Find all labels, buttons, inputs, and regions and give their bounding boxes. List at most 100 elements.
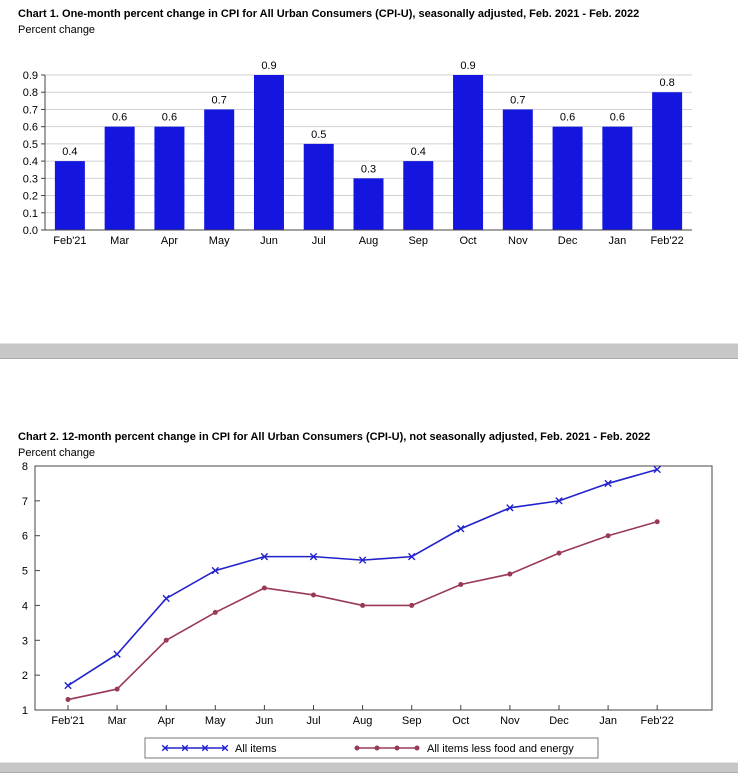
- x-tick-label: Jun: [256, 715, 274, 727]
- x-tick-label: Apr: [161, 235, 178, 247]
- y-tick-label: 0.2: [23, 191, 38, 203]
- chart1-bar-chart: 0.0 0.1 0.2 0.3 0.4 0.5 0.6 0.7 0.8 0.9 0.4 Feb'21 0…: [23, 60, 692, 247]
- x-tick-label: Jun: [260, 235, 278, 247]
- dot-marker: [65, 697, 71, 703]
- x-tick-label: Jan: [599, 715, 617, 727]
- chart2-ylabel: Percent change: [18, 447, 96, 459]
- x-marker: [64, 681, 72, 690]
- dot-marker: [507, 571, 513, 577]
- x-tick-label: Jan: [608, 235, 626, 247]
- horizontal-scrollbar[interactable]: [0, 343, 738, 359]
- y-tick-label: 0.5: [23, 139, 38, 151]
- x-tick-label: Sep: [402, 715, 422, 727]
- bar-value-label: 0.3: [361, 163, 376, 175]
- x-tick-label: May: [209, 235, 230, 247]
- chart1-title: Chart 1. One-month percent change in CPI…: [18, 8, 640, 20]
- dot-marker: [605, 533, 611, 539]
- x-tick-label: Dec: [558, 235, 578, 247]
- x-marker: [201, 744, 209, 752]
- x-tick-label: Feb'22: [641, 715, 674, 727]
- dot-marker: [360, 602, 366, 608]
- bar-value-label: 0.6: [162, 112, 177, 124]
- x-tick-label: Oct: [452, 715, 469, 727]
- bar-value-label: 0.5: [311, 129, 326, 141]
- x-marker: [555, 497, 563, 505]
- dot-marker: [556, 550, 562, 556]
- chart2-title: Chart 2. 12-month percent change in CPI …: [18, 431, 651, 443]
- y-tick-label: 0.7: [23, 104, 38, 116]
- x-tick-label: Dec: [549, 715, 569, 727]
- y-tick-label: 0.3: [23, 173, 38, 185]
- bar-value-label: 0.8: [659, 77, 674, 89]
- dot-marker: [163, 637, 169, 643]
- dot-marker: [394, 745, 400, 751]
- y-tick-label: 0.8: [23, 87, 38, 99]
- y-tick-label: 0.6: [23, 122, 38, 134]
- bar-value-label: 0.7: [510, 94, 525, 106]
- legend-label: All items: [235, 743, 277, 755]
- bottom-scrollbar[interactable]: [0, 762, 738, 773]
- x-tick-label: Apr: [158, 715, 175, 727]
- y-tick-label: 8: [22, 461, 28, 473]
- x-marker: [161, 744, 169, 752]
- bar: [204, 109, 235, 230]
- bar: [54, 161, 85, 230]
- x-tick-label: Feb'21: [51, 715, 84, 727]
- y-tick-label: 0.1: [23, 208, 38, 220]
- dot-marker: [212, 609, 218, 615]
- bar-value-label: 0.6: [112, 112, 127, 124]
- bar-value-label: 0.6: [560, 112, 575, 124]
- x-tick-label: Sep: [408, 235, 428, 247]
- x-tick-label: Jul: [306, 715, 320, 727]
- y-tick-label: 0.9: [23, 70, 38, 82]
- x-marker: [113, 650, 121, 658]
- x-marker: [358, 556, 367, 564]
- x-tick-label: Aug: [359, 235, 379, 247]
- bar: [353, 178, 384, 230]
- x-tick-label: May: [205, 715, 226, 727]
- legend-label: All items less food and energy: [427, 743, 574, 755]
- x-marker: [162, 594, 170, 603]
- x-tick-label: Jul: [312, 235, 326, 247]
- y-tick-label: 5: [22, 566, 28, 578]
- dot-marker: [654, 519, 660, 525]
- bar: [154, 126, 185, 230]
- bar: [303, 143, 334, 230]
- chart1-ylabel: Percent change: [18, 24, 96, 36]
- x-marker: [457, 525, 465, 533]
- y-tick-label: 0.0: [23, 225, 38, 237]
- dot-marker: [409, 602, 415, 608]
- x-marker: [604, 479, 612, 488]
- series-line: [67, 468, 658, 687]
- x-tick-label: Mar: [110, 235, 129, 247]
- dot-marker: [458, 582, 464, 588]
- x-marker: [181, 744, 189, 752]
- y-tick-label: 1: [22, 705, 28, 717]
- x-tick-label: Nov: [500, 715, 520, 727]
- x-marker: [309, 552, 318, 561]
- plot-frame: [34, 465, 713, 711]
- y-tick-label: 6: [22, 531, 28, 543]
- bar: [104, 126, 135, 230]
- x-tick-label: Feb'21: [53, 235, 86, 247]
- bar-value-label: 0.4: [62, 146, 77, 158]
- dot-marker: [114, 686, 120, 692]
- x-marker: [506, 504, 514, 512]
- dot-marker: [261, 585, 267, 591]
- bar: [253, 75, 284, 230]
- x-marker: [260, 552, 269, 561]
- bar: [652, 92, 683, 230]
- y-tick-label: 2: [22, 670, 28, 682]
- dot-marker: [311, 592, 316, 598]
- bar-value-label: 0.4: [411, 146, 426, 158]
- bar-value-label: 0.7: [212, 94, 227, 106]
- bar: [602, 126, 633, 230]
- y-tick-label: 7: [22, 496, 28, 508]
- x-marker: [211, 566, 219, 575]
- x-tick-label: Nov: [508, 235, 528, 247]
- bar-value-label: 0.6: [610, 112, 625, 124]
- bar: [502, 109, 533, 230]
- bar-value-label: 0.9: [460, 60, 475, 72]
- y-tick-label: 3: [22, 635, 28, 647]
